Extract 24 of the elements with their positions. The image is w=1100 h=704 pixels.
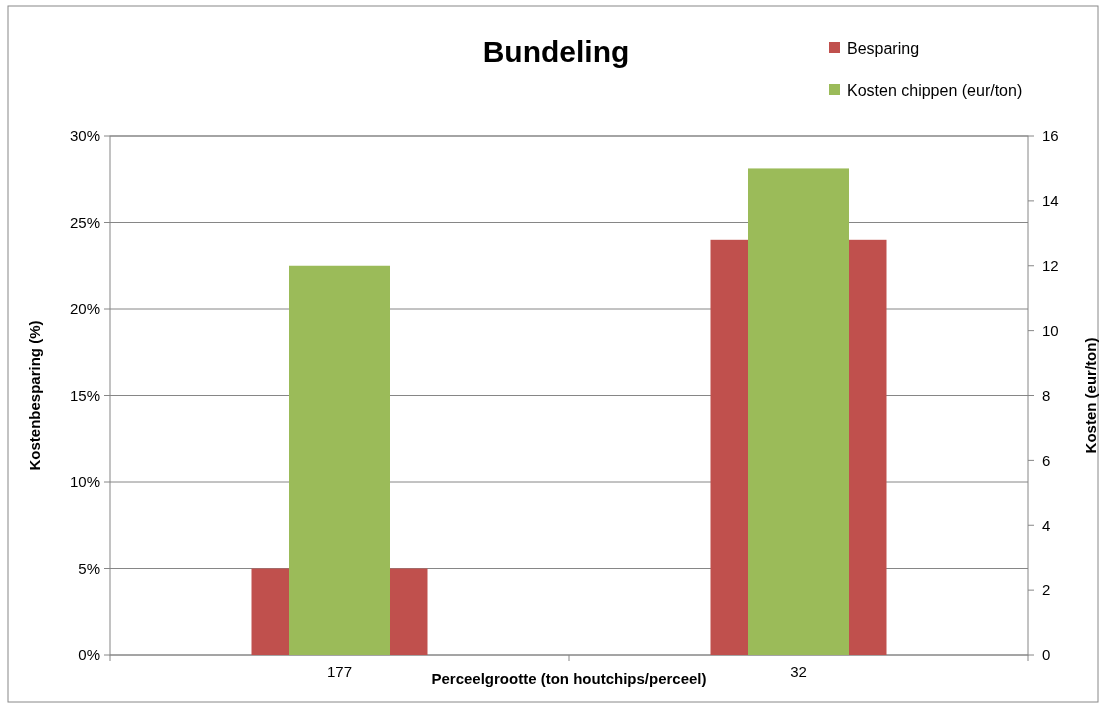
y-tick-label: 0%	[78, 646, 100, 664]
y2-tick-label: 6	[1042, 451, 1051, 469]
y2-tick-label: 8	[1042, 386, 1051, 404]
legend-label: Kosten chippen (eur/ton)	[847, 81, 1023, 99]
y-axis-title: Kostenbesparing (%)	[26, 320, 43, 471]
y-tick-label: 10%	[69, 473, 100, 491]
legend-label: Besparing	[847, 39, 920, 57]
y2-tick-label: 0	[1042, 646, 1051, 664]
y2-tick-label: 16	[1042, 127, 1059, 145]
y2-tick-label: 10	[1042, 321, 1059, 339]
y-tick-label: 25%	[69, 213, 100, 231]
chart-title: Bundeling	[482, 35, 630, 68]
y2-tick-label: 14	[1042, 192, 1059, 210]
y-tick-label: 15%	[69, 386, 100, 404]
y-tick-label: 5%	[78, 559, 100, 577]
y-tick-label: 20%	[69, 300, 100, 318]
y-tick-label: 30%	[69, 127, 100, 145]
x-tick-label: 177	[326, 663, 353, 680]
x-axis-title: Perceelgrootte (ton houtchips/perceel)	[431, 670, 707, 687]
y2-axis-title: Kosten (eur/ton)	[1082, 337, 1099, 454]
y2-tick-label: 4	[1042, 516, 1051, 534]
y2-tick-label: 2	[1042, 581, 1051, 599]
x-tick-label: 32	[790, 663, 807, 680]
y2-tick-label: 12	[1042, 257, 1059, 274]
